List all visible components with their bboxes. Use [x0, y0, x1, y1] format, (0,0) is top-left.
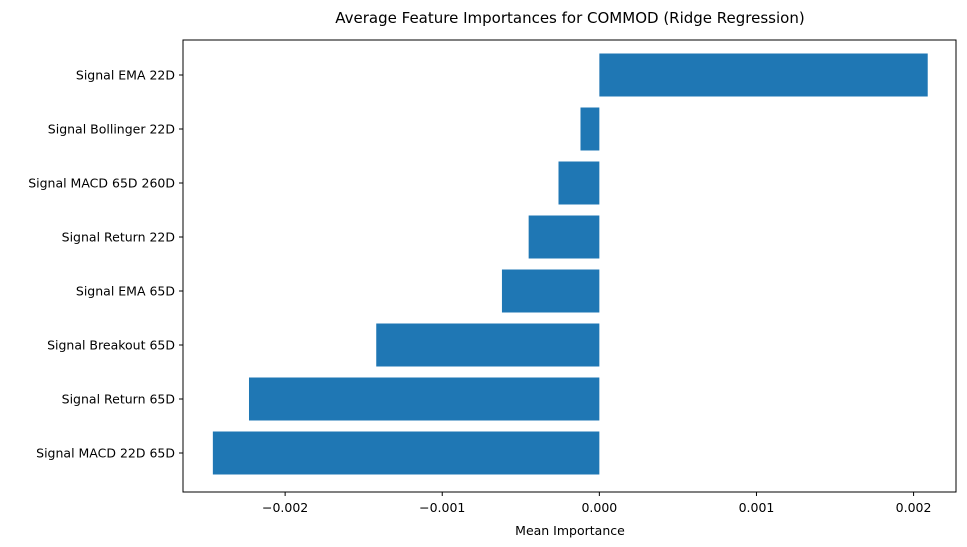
- bar-7: [248, 377, 600, 421]
- plot-frame: [182, 39, 957, 493]
- y-tick-label: Signal MACD 22D 65D: [36, 446, 175, 461]
- bar-4: [528, 215, 600, 259]
- y-tick-label: Signal EMA 65D: [76, 284, 175, 299]
- y-tick-label: Signal EMA 22D: [76, 68, 175, 83]
- bars-group: [212, 53, 928, 475]
- bar-8: [212, 431, 600, 475]
- bar-1: [599, 53, 928, 97]
- x-tick-label: −0.001: [419, 500, 465, 515]
- bar-5: [501, 269, 600, 313]
- bar-3: [558, 161, 600, 205]
- x-tick-label: 0.002: [896, 500, 932, 515]
- bar-2: [580, 107, 600, 151]
- y-tick-label: Signal Breakout 65D: [47, 338, 175, 353]
- y-tick-label: Signal Return 65D: [62, 392, 175, 407]
- x-tick-label: −0.002: [262, 500, 308, 515]
- y-tick-label: Signal MACD 65D 260D: [28, 176, 175, 191]
- y-tick-label: Signal Bollinger 22D: [48, 122, 175, 137]
- chart-title: Average Feature Importances for COMMOD (…: [335, 9, 804, 27]
- x-axis-label: Mean Importance: [515, 523, 625, 538]
- x-tick-label: 0.001: [739, 500, 775, 515]
- x-axis-ticks: −0.002 −0.001 0.000 0.001 0.002: [262, 492, 931, 515]
- bar-6: [376, 323, 600, 367]
- y-tick-label: Signal Return 22D: [62, 230, 175, 245]
- x-tick-label: 0.000: [581, 500, 617, 515]
- y-axis-ticks: Signal EMA 22D Signal Bollinger 22D Signal…: [28, 68, 183, 461]
